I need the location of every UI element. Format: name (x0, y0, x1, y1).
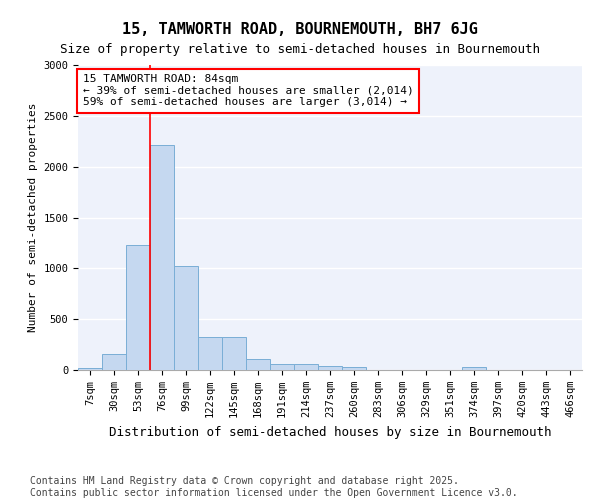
Bar (126, 245, 150, 370)
Text: Size of property relative to semi-detached houses in Bournemouth: Size of property relative to semi-detach… (60, 42, 540, 56)
Bar (102, 354, 126, 370)
X-axis label: Distribution of semi-detached houses by size in Bournemouth: Distribution of semi-detached houses by … (109, 426, 551, 438)
Bar (222, 338, 246, 370)
Text: 15, TAMWORTH ROAD, BOURNEMOUTH, BH7 6JG: 15, TAMWORTH ROAD, BOURNEMOUTH, BH7 6JG (122, 22, 478, 38)
Bar (318, 366, 342, 370)
Bar (246, 360, 270, 370)
Text: 15 TAMWORTH ROAD: 84sqm
← 39% of semi-detached houses are smaller (2,014)
59% of: 15 TAMWORTH ROAD: 84sqm ← 39% of semi-de… (83, 74, 414, 108)
Bar (342, 367, 366, 370)
Bar (462, 367, 486, 370)
Bar (78, 368, 102, 370)
Bar (294, 364, 318, 370)
Bar (198, 338, 222, 370)
Y-axis label: Number of semi-detached properties: Number of semi-detached properties (28, 103, 38, 332)
Bar (174, 266, 198, 370)
Text: Contains HM Land Registry data © Crown copyright and database right 2025.
Contai: Contains HM Land Registry data © Crown c… (30, 476, 518, 498)
Bar (270, 364, 294, 370)
Bar (150, 146, 174, 370)
